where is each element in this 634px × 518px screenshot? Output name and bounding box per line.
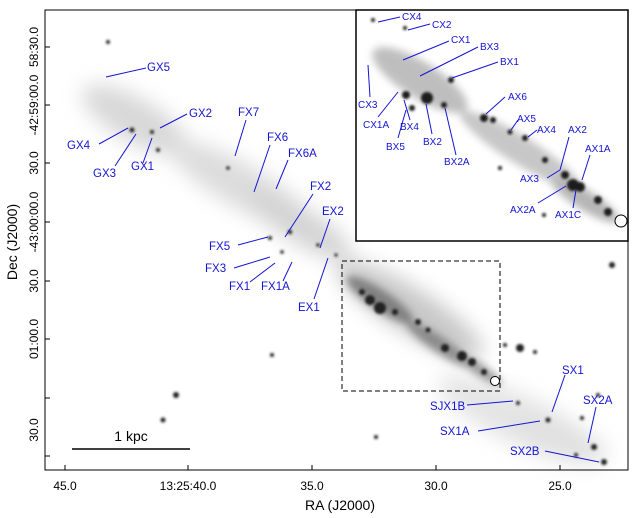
x-tick-label: 13:25:40.0 — [160, 479, 217, 493]
x-tick-label: 45.0 — [53, 479, 77, 493]
y-tick-labels: 58:30.0 -42:59:00.0 30.0 -43:00:00.0 30.… — [27, 27, 41, 442]
x-tick-labels: 45.0 13:25:40.0 35.0 30.0 25.0 — [53, 479, 572, 493]
y-tick-label: 30.0 — [27, 418, 41, 442]
knot-label-fx6: FX6 — [267, 132, 288, 144]
knot-label-fx6a: FX6A — [288, 148, 317, 160]
knot-label-fx7: FX7 — [238, 107, 259, 119]
main-labels: GX5 GX2 GX4 GX3 GX1 FX7 FX6 FX6A FX2 EX2… — [67, 62, 613, 458]
knot-label-sjx1b: SJX1B — [430, 401, 465, 413]
knot-label-ax1c: AX1C — [555, 210, 581, 221]
knot-label-sx1a: SX1A — [440, 426, 470, 438]
knot-label-cx1a: CX1A — [363, 120, 389, 131]
y-axis — [45, 46, 50, 457]
y-tick-label: 30.0 — [27, 269, 41, 293]
knot-label-ax1a: AX1A — [585, 144, 611, 155]
y-tick-label: 58:30.0 — [27, 27, 41, 67]
inset-labels: CX4 CX2 CX1 BX3 BX1 CX3 CX1A BX4 BX5 BX2… — [358, 12, 611, 221]
knot-label-fx1a: FX1A — [261, 281, 290, 293]
knot-label-ax2a: AX2A — [510, 205, 536, 216]
x-axis — [64, 465, 561, 470]
knot-label-fx5: FX5 — [209, 241, 230, 253]
knot-label-gx1: GX1 — [131, 161, 154, 173]
knot-label-ax6: AX6 — [508, 92, 527, 103]
knot-label-cx1: CX1 — [451, 35, 471, 46]
knot-label-gx4: GX4 — [67, 140, 91, 152]
knot-label-sx1: SX1 — [562, 365, 584, 377]
knot-label-bx4: BX4 — [400, 122, 419, 133]
scale-bar: 1 kpc — [72, 428, 190, 450]
knot-label-sx2a: SX2A — [583, 395, 613, 407]
x-tick-label: 30.0 — [424, 479, 448, 493]
knot-label-bx5: BX5 — [386, 142, 405, 153]
knot-label-bx1: BX1 — [500, 57, 519, 68]
knot-label-bx2: BX2 — [423, 137, 442, 148]
knot-label-fx1: FX1 — [229, 281, 250, 293]
y-tick-label: -43:00:00.0 — [27, 191, 41, 252]
knot-label-gx2: GX2 — [189, 108, 212, 120]
knot-label-cx3: CX3 — [358, 100, 378, 111]
y-tick-label: -42:59:00.0 — [27, 74, 41, 135]
knot-label-gx5: GX5 — [147, 62, 170, 74]
x-tick-label: 35.0 — [300, 479, 324, 493]
inset-core-marker — [614, 214, 628, 228]
knot-label-ax2: AX2 — [568, 125, 587, 136]
knot-label-cx4: CX4 — [402, 12, 422, 23]
knot-label-cx2: CX2 — [432, 20, 452, 31]
y-axis-label: Dec (J2000) — [4, 204, 20, 280]
knot-label-ax4: AX4 — [537, 125, 556, 136]
y-tick-label: 01:00.0 — [27, 319, 41, 359]
knot-label-sx2b: SX2B — [510, 446, 540, 458]
scale-bar-label: 1 kpc — [114, 428, 147, 444]
knot-label-bx3: BX3 — [480, 42, 499, 53]
knot-label-ax3: AX3 — [520, 174, 539, 185]
knot-label-gx3: GX3 — [93, 168, 116, 180]
inset-leader-lines — [367, 16, 591, 209]
x-tick-label: 25.0 — [548, 479, 572, 493]
knot-label-ax5: AX5 — [517, 114, 536, 125]
core-marker — [490, 376, 500, 386]
main-leader-lines — [98, 67, 600, 463]
knot-label-ex1: EX1 — [298, 302, 320, 314]
knot-label-fx3: FX3 — [205, 263, 226, 275]
y-tick-label: 30.0 — [27, 151, 41, 175]
knot-label-ex2: EX2 — [322, 206, 344, 218]
x-axis-label: RA (J2000) — [305, 497, 375, 513]
knot-label-bx2a: BX2A — [444, 157, 470, 168]
knot-label-fx2: FX2 — [310, 181, 331, 193]
